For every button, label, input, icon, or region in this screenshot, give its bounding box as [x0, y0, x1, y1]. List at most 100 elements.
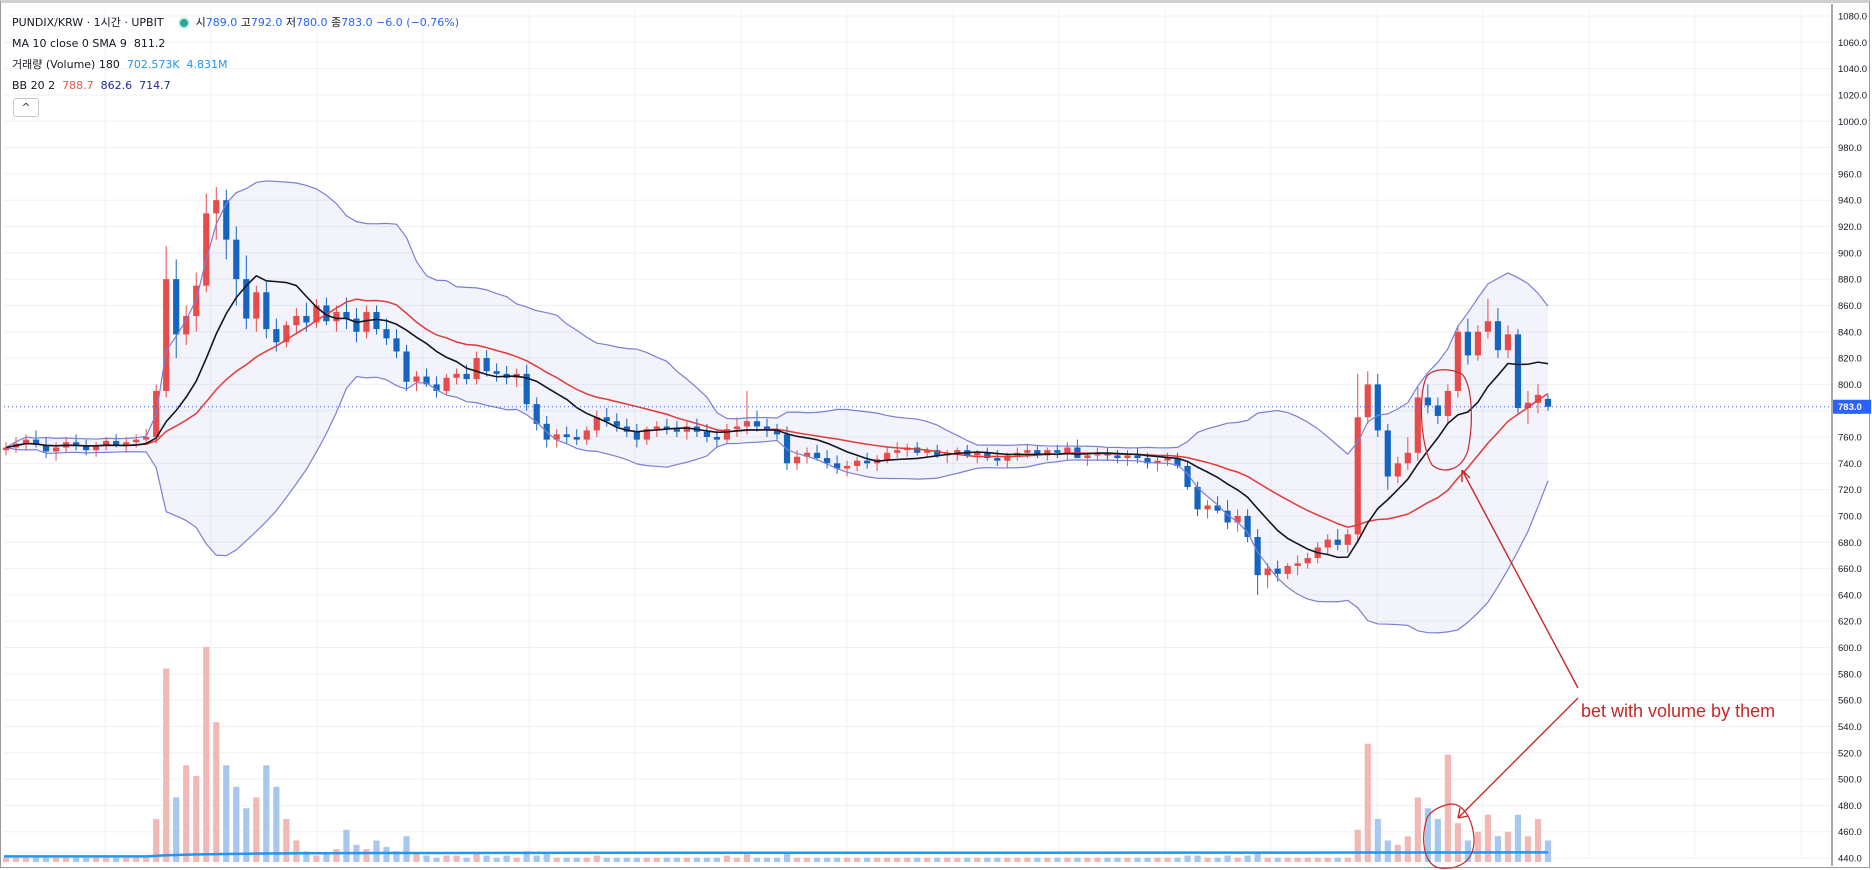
- volume-bar: [1164, 857, 1171, 862]
- candle-body: [1184, 465, 1191, 487]
- candle-body: [1284, 565, 1291, 574]
- candle-body: [1484, 321, 1492, 332]
- volume-bar: [1424, 808, 1431, 862]
- volume-bar: [1204, 857, 1211, 862]
- candle-body: [573, 437, 580, 440]
- y-tick-label: 680.0: [1838, 538, 1862, 549]
- y-tick-label: 1080.0: [1838, 12, 1867, 23]
- candle-body: [82, 446, 90, 451]
- annotation-arrow-down: [1457, 697, 1579, 819]
- candle-body: [1254, 536, 1261, 576]
- ma-row[interactable]: MA 10 close 0 SMA 9 811.2: [12, 33, 459, 54]
- grid-lines: [4, 10, 1832, 859]
- candle-body: [213, 200, 220, 214]
- ma-label: MA 10 close 0 SMA 9: [12, 37, 127, 50]
- candle-body: [1044, 450, 1051, 456]
- volume-bar: [743, 853, 751, 862]
- y-tick-label: 1040.0: [1838, 64, 1867, 75]
- candle-body: [323, 305, 330, 322]
- candle-body: [22, 439, 30, 444]
- candle-body: [193, 285, 200, 316]
- candle-body: [343, 312, 350, 319]
- volume-bar: [323, 853, 330, 862]
- open-value: 789.0: [205, 16, 238, 29]
- candle-body: [1354, 417, 1361, 535]
- volume-bar: [1094, 857, 1101, 862]
- candle-body: [1414, 397, 1421, 453]
- bb-basis-value: 788.7: [62, 79, 94, 92]
- volume-bar: [1454, 823, 1461, 862]
- candle-body: [1204, 505, 1211, 510]
- y-tick-label: 480.0: [1838, 801, 1862, 812]
- symbol-title[interactable]: PUNDIX/KRW · 1시간 · UPBIT: [12, 16, 164, 29]
- volume-bar: [1084, 857, 1091, 862]
- volume-bar: [293, 840, 300, 862]
- volume-value-1: 702.573K: [126, 58, 180, 71]
- candle-body: [1384, 430, 1391, 477]
- volume-bar: [603, 857, 610, 862]
- volume-bar: [1224, 855, 1231, 862]
- volume-bar: [853, 857, 861, 862]
- candle-body: [853, 460, 861, 466]
- volume-bar: [1324, 857, 1331, 862]
- y-tick-label: 600.0: [1838, 643, 1862, 654]
- volume-bar: [1494, 836, 1502, 862]
- volume-bar: [1354, 829, 1361, 862]
- collapse-legend-button[interactable]: ^: [13, 98, 39, 117]
- candle-body: [1304, 558, 1311, 564]
- candle-body: [1264, 568, 1271, 576]
- volume-bar: [1434, 819, 1441, 862]
- candle-body: [283, 325, 290, 343]
- volume-bar: [703, 857, 711, 862]
- volume-bar: [964, 857, 971, 862]
- volume-bar: [1444, 754, 1451, 862]
- y-tick-label: 720.0: [1838, 485, 1862, 496]
- candle-body: [623, 426, 630, 432]
- candle-body: [383, 329, 390, 339]
- candle-body: [493, 371, 500, 374]
- ma-line: [5, 274, 1549, 559]
- candle-body: [113, 440, 120, 445]
- volume-bar: [313, 855, 320, 862]
- y-tick-label: 640.0: [1838, 590, 1862, 601]
- candle-body: [203, 213, 210, 286]
- volume-bar: [52, 857, 60, 862]
- candle-body: [463, 373, 470, 380]
- volume-bar: [1244, 855, 1251, 862]
- volume-row[interactable]: 거래량 (Volume) 180 702.573K 4.831M: [12, 54, 459, 75]
- candle-body: [864, 460, 871, 464]
- volume-bar: [1054, 857, 1061, 862]
- volume-bar: [473, 853, 480, 862]
- bb-row[interactable]: BB 20 2 788.7 862.6 714.7: [12, 75, 459, 96]
- candle-body: [813, 452, 821, 459]
- candle-body: [423, 376, 430, 385]
- candle-body: [833, 463, 841, 469]
- volume-bar: [593, 855, 600, 862]
- bb-lower-value: 714.7: [139, 79, 171, 92]
- annotation-text: bet with volume by them: [1581, 701, 1775, 721]
- volume-bar: [623, 857, 630, 862]
- volume-bar: [333, 849, 340, 862]
- open-label: 시: [195, 16, 206, 29]
- volume-ma-line: [4, 851, 1549, 858]
- volume-bar: [573, 857, 580, 862]
- candle-body: [823, 458, 831, 464]
- candle-body: [613, 421, 620, 427]
- volume-bar: [143, 857, 150, 862]
- volume-bar: [1104, 857, 1111, 862]
- volume-bar: [463, 857, 470, 862]
- volume-bar: [1264, 857, 1271, 862]
- volume-bar: [1214, 857, 1221, 862]
- candle-body: [173, 279, 180, 335]
- volume-bar: [723, 855, 731, 862]
- volume-bar: [383, 846, 390, 862]
- volume-bar: [1544, 840, 1552, 862]
- change-value: −6.0 (−0.76%): [376, 16, 460, 29]
- y-tick-label: 840.0: [1838, 327, 1862, 338]
- volume-bar: [1514, 814, 1522, 862]
- candle-body: [1424, 397, 1431, 406]
- volume-label: 거래량 (Volume) 180: [12, 58, 120, 71]
- candle-body: [673, 429, 680, 432]
- volume-bar: [343, 829, 350, 862]
